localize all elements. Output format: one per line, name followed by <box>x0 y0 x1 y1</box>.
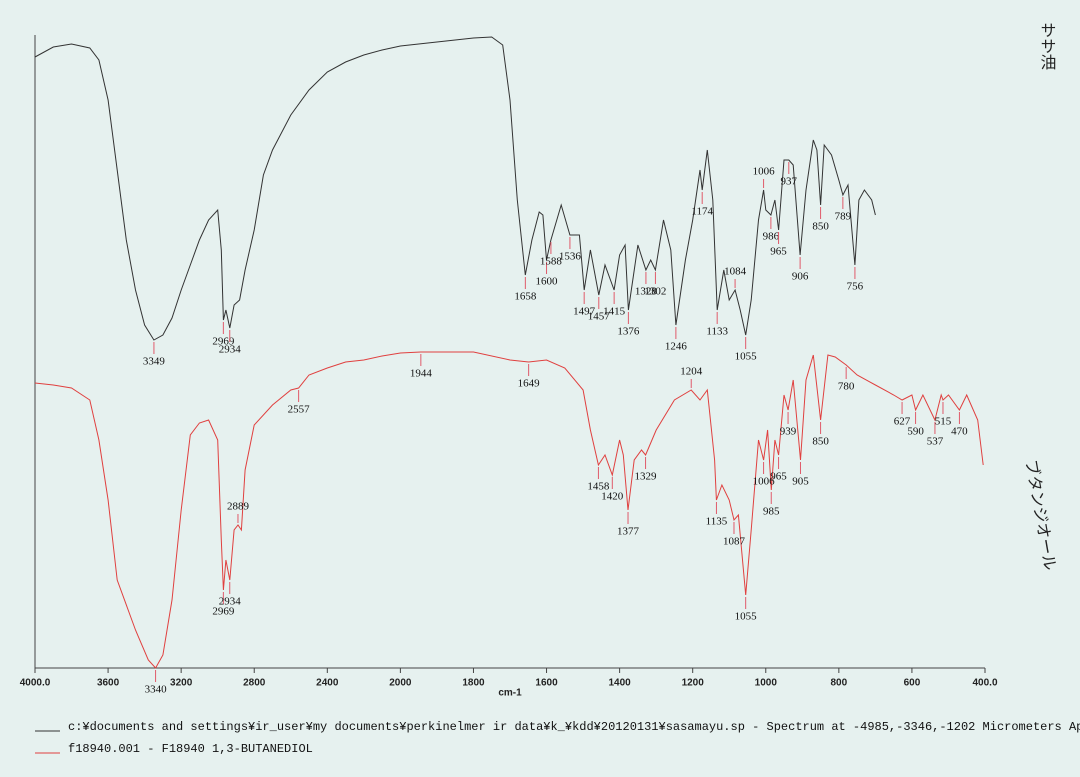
legend-label: c:¥documents and settings¥ir_user¥my doc… <box>68 720 1080 734</box>
peak-label: 985 <box>763 506 780 518</box>
x-tick-label: 2000 <box>389 678 412 689</box>
x-tick-label: 400.0 <box>972 678 997 689</box>
legend-label: f18940.001 - F18940 1,3-BUTANEDIOL <box>68 742 313 756</box>
peak-label: 2889 <box>227 501 250 513</box>
peak-label: 2557 <box>288 404 311 416</box>
peak-label: 1328 <box>635 286 658 298</box>
spectrum-line <box>34 351 984 669</box>
peak-label: 780 <box>838 381 855 393</box>
handwritten-note: ササ油 <box>1038 22 1057 70</box>
peak-label: 1458 <box>587 481 610 493</box>
x-tick-label: 600 <box>904 678 921 689</box>
x-tick-label: 2800 <box>243 678 266 689</box>
x-tick-label: 1000 <box>755 678 778 689</box>
peak-label: 2969 <box>212 336 235 348</box>
peak-label: 3340 <box>145 684 168 696</box>
peak-label: 965 <box>770 471 787 483</box>
x-tick-label: 2400 <box>316 678 339 689</box>
peak-label: 937 <box>781 176 798 188</box>
peak-label: 2934 <box>219 344 242 356</box>
peak-label: 1944 <box>410 368 433 380</box>
peak-label: 756 <box>847 281 864 293</box>
x-tick-label: 1600 <box>535 678 558 689</box>
peak-label: 1204 <box>680 366 703 378</box>
peak-label: 1006 <box>753 166 776 178</box>
peak-label: 1415 <box>603 306 626 318</box>
peak-label: 1055 <box>735 351 758 363</box>
peak-label: 1246 <box>665 341 688 353</box>
peak-label: 2934 <box>219 596 242 608</box>
handwritten-note: ブタンジオール <box>1022 458 1060 572</box>
peak-label: 1588 <box>540 256 563 268</box>
peak-label: 1600 <box>536 276 559 288</box>
peak-label: 470 <box>951 426 968 438</box>
x-tick-label: 1400 <box>608 678 631 689</box>
peak-label: 906 <box>792 271 809 283</box>
peak-label: 1087 <box>723 536 746 548</box>
x-tick-label: 3600 <box>97 678 120 689</box>
x-tick-label: 1200 <box>682 678 705 689</box>
peak-label: 590 <box>907 426 924 438</box>
peak-label: 1377 <box>617 526 640 538</box>
peak-label: 1135 <box>706 516 728 528</box>
peak-label: 627 <box>894 416 911 428</box>
x-axis-label: cm-1 <box>498 688 522 699</box>
x-tick-label: 800 <box>831 678 848 689</box>
peak-label: 1302 <box>644 286 666 298</box>
peak-label: 1084 <box>724 266 747 278</box>
x-tick-label: 4000.0 <box>20 678 51 689</box>
peak-label: 850 <box>812 436 829 448</box>
peak-label: 515 <box>935 416 952 428</box>
peak-label: 1329 <box>635 471 658 483</box>
peak-label: 1133 <box>706 326 728 338</box>
peak-label: 1536 <box>559 251 582 263</box>
peak-label: 1376 <box>617 326 640 338</box>
x-tick-label: 3200 <box>170 678 193 689</box>
peak-label: 939 <box>780 426 797 438</box>
peak-label: 1174 <box>691 206 713 218</box>
peak-label: 905 <box>792 476 809 488</box>
peak-label: 850 <box>812 221 829 233</box>
peak-label: 3349 <box>143 356 166 368</box>
peak-label: 1457 <box>588 311 611 323</box>
peak-label: 965 <box>770 246 787 258</box>
peak-label: 1055 <box>735 611 758 623</box>
peak-label: 1006 <box>753 476 776 488</box>
peak-label: 789 <box>835 211 852 223</box>
peak-label: 1658 <box>514 291 537 303</box>
peak-label: 537 <box>927 436 944 448</box>
peak-label: 1420 <box>601 491 624 503</box>
peak-label: 2969 <box>212 606 235 618</box>
peak-label: 1497 <box>573 306 596 318</box>
peak-label: 986 <box>763 231 780 243</box>
spectrum-line <box>34 36 876 341</box>
peak-label: 1649 <box>518 378 541 390</box>
x-tick-label: 1800 <box>462 678 485 689</box>
